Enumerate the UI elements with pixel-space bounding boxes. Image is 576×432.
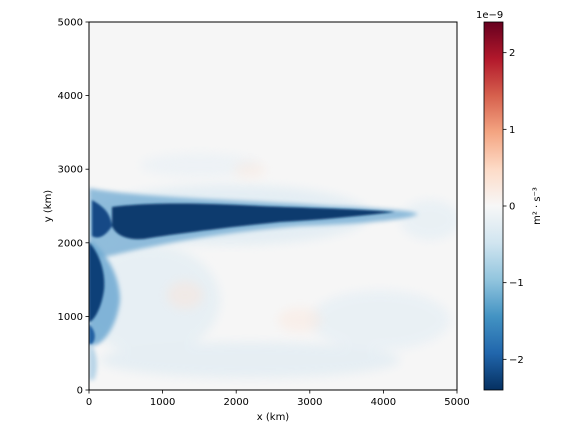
x-tick-label: 3000	[297, 397, 322, 408]
colorbar-ticks: −2 −1 0 1 2	[503, 48, 524, 366]
x-tick-label: 2000	[223, 397, 248, 408]
x-tick-label: 1000	[150, 397, 175, 408]
colorbar-offset-text: 1e−9	[476, 10, 503, 21]
colorbar-tick-label: 2	[509, 48, 515, 59]
y-tick-label: 3000	[58, 165, 83, 176]
y-tick-label: 4000	[58, 91, 83, 102]
colorbar-tick-label: 0	[509, 202, 515, 213]
colorbar-label: m² · s⁻³	[532, 187, 543, 225]
colorbar-tick-label: −1	[509, 278, 524, 289]
colorbar-tick-label: −2	[509, 355, 524, 366]
heatmap-field	[89, 22, 457, 390]
colorbar	[483, 21, 504, 391]
colorbar-tick-label: 1	[509, 125, 515, 136]
x-tick-label: 0	[86, 397, 92, 408]
y-tick-label: 5000	[58, 18, 83, 29]
y-axis-label: y (km)	[43, 190, 54, 223]
y-tick-label: 2000	[58, 238, 83, 249]
y-tick-label: 1000	[58, 312, 83, 323]
x-tick-label: 4000	[371, 397, 396, 408]
x-tick-label: 5000	[444, 397, 469, 408]
x-axis-ticks: 0 1000 2000 3000 4000 5000	[86, 390, 470, 408]
x-axis-label: x (km)	[257, 412, 290, 423]
plot-frame	[88, 21, 458, 391]
y-axis-ticks: 0 1000 2000 3000 4000 5000	[58, 18, 89, 397]
y-tick-label: 0	[77, 386, 83, 397]
